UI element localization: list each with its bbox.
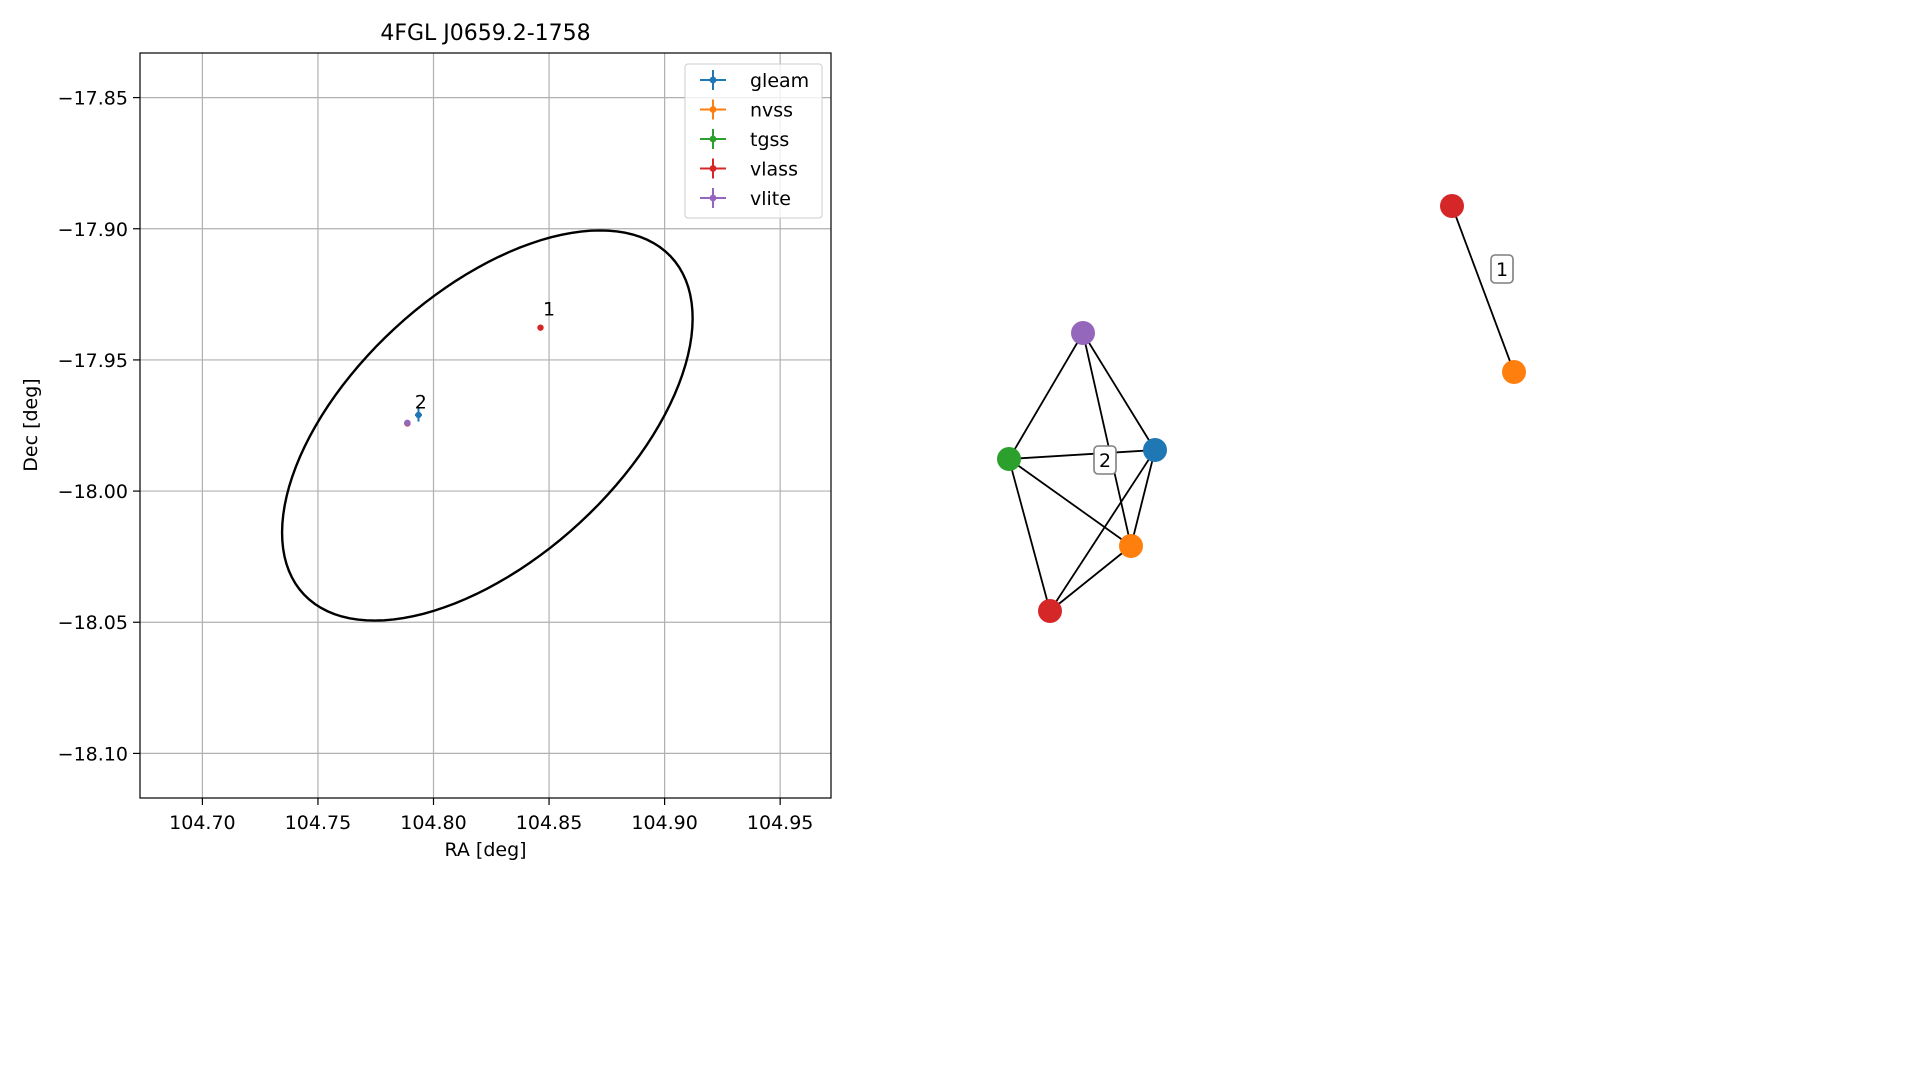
legend-label-gleam: gleam <box>750 70 809 92</box>
group-label-box <box>1490 254 1514 284</box>
legend-item-vlass: vlass <box>700 158 798 181</box>
legend-marker-nvss <box>709 106 717 113</box>
y-axis-ticks: −17.85 −17.90 −17.95 −18.00 −18.05 −18.10 <box>58 88 140 765</box>
network-edge <box>1082 332 1156 451</box>
legend-label-nvss: nvss <box>750 100 793 122</box>
data-point-vlite <box>404 419 411 427</box>
x-axis-ticks: 104.70 104.75 104.80 104.85 104.90 104.95 <box>169 798 813 834</box>
x-tick-label: 104.75 <box>285 812 351 834</box>
network-edge <box>1008 458 1132 547</box>
legend: gleam nvss tgss vlass vlite <box>684 63 823 219</box>
legend-marker-gleam <box>709 76 717 84</box>
legend-marker-vlass <box>709 165 717 172</box>
group-label: 1 <box>1490 254 1514 284</box>
ellipse-layer <box>280 229 694 622</box>
x-tick-label: 104.90 <box>631 812 697 834</box>
x-tick-label: 104.70 <box>169 812 235 834</box>
x-tick-label: 104.95 <box>747 812 813 834</box>
network-node <box>1440 194 1464 218</box>
data-point-vlass <box>537 324 544 331</box>
y-tick-label: −17.95 <box>58 350 128 372</box>
annotations-layer: 12 <box>415 298 555 413</box>
legend-item-nvss: nvss <box>700 99 793 122</box>
localization-ellipse <box>280 229 694 622</box>
marker-gleam <box>415 411 422 419</box>
edges-layer <box>1008 205 1515 612</box>
x-tick-label: 104.85 <box>516 812 582 834</box>
group-label-text: 1 <box>1496 259 1508 281</box>
group-label: 2 <box>1093 445 1117 475</box>
network-node <box>1071 321 1095 345</box>
nodes-layer <box>997 194 1526 623</box>
network-node <box>1038 599 1062 623</box>
network-edge <box>1008 449 1156 460</box>
network-node <box>997 447 1021 471</box>
legend-item-vlite: vlite <box>700 188 791 210</box>
network-edge <box>1130 449 1156 547</box>
legend-item-gleam: gleam <box>700 70 809 92</box>
point-annotation: 2 <box>415 391 427 413</box>
network-node <box>1119 534 1143 558</box>
legend-marker-tgss <box>709 135 717 143</box>
y-tick-label: −18.10 <box>58 743 128 765</box>
x-tick-label: 104.80 <box>400 812 466 834</box>
x-axis-label: RA [deg] <box>444 839 526 861</box>
marker-vlite <box>404 419 411 427</box>
network-node <box>1143 438 1167 462</box>
network-labels-layer: 21 <box>1093 254 1514 475</box>
grid <box>140 53 831 798</box>
scatter-panel: 12 104.70 104.75 104.80 104.85 104.90 104.95 … <box>20 21 832 861</box>
legend-frame <box>684 63 823 219</box>
points-layer <box>404 324 544 427</box>
group-label-box <box>1093 445 1117 475</box>
network-node <box>1502 360 1526 384</box>
legend-item-tgss: tgss <box>700 129 789 151</box>
network-edge <box>1049 545 1132 612</box>
network-edge <box>1451 205 1515 373</box>
y-tick-label: −17.90 <box>58 219 128 241</box>
point-annotation: 1 <box>543 298 555 320</box>
legend-marker-vlite <box>709 194 717 202</box>
marker-vlass <box>537 324 544 331</box>
data-point-gleam <box>415 408 422 422</box>
y-axis-label: Dec [deg] <box>20 378 42 471</box>
network-edge <box>1082 332 1132 547</box>
legend-label-vlite: vlite <box>750 188 791 210</box>
network-edge <box>1049 449 1156 612</box>
y-tick-label: −18.05 <box>58 612 128 634</box>
y-tick-label: −17.85 <box>58 88 128 110</box>
network-edge <box>1008 332 1084 460</box>
network-panel: 21 <box>997 194 1526 623</box>
network-edge <box>1008 458 1051 612</box>
legend-label-tgss: tgss <box>750 129 789 151</box>
group-label-text: 2 <box>1099 450 1111 472</box>
y-tick-label: −18.00 <box>58 481 128 503</box>
legend-label-vlass: vlass <box>750 159 798 181</box>
plot-frame <box>139 52 832 799</box>
chart-title: 4FGL J0659.2-1758 <box>380 21 590 46</box>
